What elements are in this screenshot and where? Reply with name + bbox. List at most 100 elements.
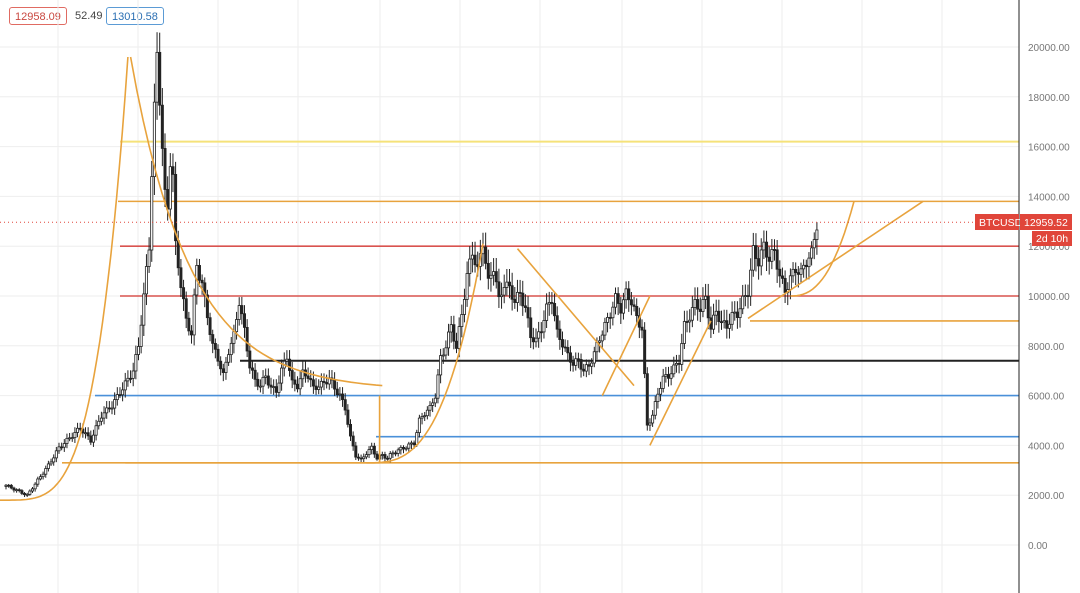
candle-bear xyxy=(348,423,352,437)
candle-bull xyxy=(396,449,400,454)
candle-bull xyxy=(441,354,445,357)
candle-bear xyxy=(452,324,456,342)
candle-bull xyxy=(730,312,734,325)
candle-bear xyxy=(497,281,501,298)
candle-bull xyxy=(669,373,673,379)
candle-bull xyxy=(688,319,692,323)
candle-bear xyxy=(213,342,217,350)
candle-bear xyxy=(401,446,405,450)
candle-bear xyxy=(160,104,164,149)
candle-bear xyxy=(568,352,572,363)
ask-price-badge: 13010.58 xyxy=(106,7,164,25)
candle-bear xyxy=(375,453,379,460)
candle-bear xyxy=(256,378,260,387)
candle-bull xyxy=(682,321,686,344)
candle-bull xyxy=(598,340,602,343)
candle-bear xyxy=(293,379,297,385)
candle-bull xyxy=(192,294,196,336)
candle-bear xyxy=(295,383,299,390)
candle-bull xyxy=(30,488,34,492)
candle-bear xyxy=(629,299,633,306)
candle-bear xyxy=(796,272,800,275)
candle-bull xyxy=(614,293,618,308)
candle-bull xyxy=(123,380,127,391)
candle-bear xyxy=(645,373,649,426)
candle-bull xyxy=(664,374,668,377)
spread-value: 52.49 xyxy=(75,10,103,22)
candle-bull xyxy=(542,320,546,333)
candle-bull xyxy=(105,407,109,414)
candle-bear xyxy=(619,303,623,314)
symbol-tag-bg xyxy=(975,214,1019,230)
candle-bull xyxy=(41,473,45,478)
rebound-line xyxy=(601,295,651,396)
candle-bull xyxy=(759,249,763,267)
candle-bear xyxy=(518,291,522,294)
candle-bull xyxy=(738,308,742,318)
candle-bull xyxy=(70,437,74,440)
candle-bear xyxy=(17,489,21,492)
candle-bear xyxy=(526,307,530,319)
candle-bear xyxy=(290,370,294,381)
candle-bull xyxy=(489,274,493,279)
candle-bear xyxy=(635,305,639,317)
candle-bull xyxy=(547,302,551,305)
y-tick-label: 20000.00 xyxy=(1028,43,1070,54)
candle-bull xyxy=(224,361,228,373)
horizontal-levels xyxy=(62,140,1019,464)
candle-bear xyxy=(23,493,27,495)
candle-bull xyxy=(465,273,469,300)
candle-bear xyxy=(717,310,721,323)
candle-bear xyxy=(706,295,710,319)
candle-bull xyxy=(317,386,321,390)
candle-bear xyxy=(314,385,318,390)
y-tick-label: 14000.00 xyxy=(1028,192,1070,203)
candle-bear xyxy=(60,446,64,449)
candle-bull xyxy=(447,331,451,349)
candle-bear xyxy=(576,358,580,361)
candle-bear xyxy=(735,311,739,318)
candle-bear xyxy=(20,490,24,494)
candle-bull xyxy=(799,268,803,275)
y-tick-label: 4000.00 xyxy=(1028,441,1065,452)
candle-bull xyxy=(155,51,159,103)
candle-bear xyxy=(558,328,562,340)
candle-bull xyxy=(433,397,437,404)
candle-bull xyxy=(237,305,241,320)
candle-bear xyxy=(539,331,543,334)
candle-bear xyxy=(356,456,360,459)
candle-bear xyxy=(86,432,90,437)
candle-bear xyxy=(248,350,252,369)
candle-bull xyxy=(762,241,766,251)
candle-bull xyxy=(126,377,130,382)
candle-bull xyxy=(502,287,506,296)
candle-bear xyxy=(579,359,583,370)
candle-bear xyxy=(306,375,310,379)
bid-price-badge: 12958.09 xyxy=(9,7,67,25)
candle-bull xyxy=(462,299,466,315)
candle-bull xyxy=(97,420,101,427)
candle-bull xyxy=(603,321,607,336)
candle-bull xyxy=(651,414,655,424)
candle-bear xyxy=(341,393,345,401)
candle-bull xyxy=(73,432,77,439)
candle-bear xyxy=(189,330,193,336)
candle-bear xyxy=(205,294,209,319)
candle-bull xyxy=(515,291,519,303)
candle-bull xyxy=(436,374,440,399)
candle-bull xyxy=(712,314,716,330)
price-tag-bg xyxy=(1020,214,1072,230)
candle-bull xyxy=(68,437,72,440)
candle-bull xyxy=(52,457,56,463)
price-axis[interactable]: 0.00 2000.00 4000.00 6000.00 8000.00 10000.00… xyxy=(1028,43,1070,552)
candle-bear xyxy=(773,249,777,251)
candlestick-series xyxy=(4,32,819,497)
candle-bull xyxy=(15,489,19,492)
candle-bear xyxy=(780,275,784,279)
candle-bear xyxy=(529,317,533,339)
candle-bull xyxy=(319,380,323,388)
candle-bull xyxy=(439,355,443,376)
candle-bull xyxy=(380,454,384,456)
candle-bull xyxy=(229,342,233,356)
